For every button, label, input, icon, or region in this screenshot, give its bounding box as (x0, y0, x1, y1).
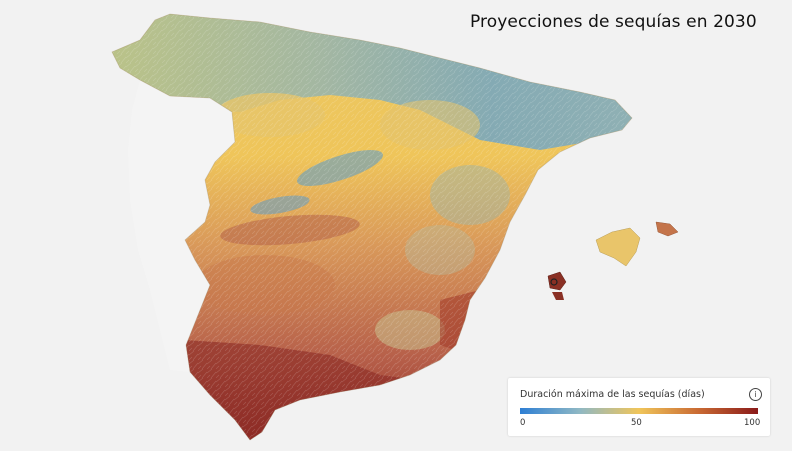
legend-color-bar (520, 408, 758, 414)
legend-tick-min: 0 (520, 418, 526, 428)
legend-title: Duración máxima de las sequías (días) (520, 389, 705, 400)
menorca-shape (655, 221, 679, 237)
mallorca-shape (595, 227, 641, 267)
info-icon[interactable]: i (749, 388, 762, 401)
ibiza-marker (550, 278, 558, 286)
legend: Duración máxima de las sequías (días) i … (508, 378, 770, 436)
portugal-shape (128, 80, 235, 372)
map-title: Proyecciones de sequías en 2030 (470, 12, 757, 32)
legend-tick-max: 100 (744, 418, 761, 428)
formentera-shape (552, 292, 564, 300)
legend-tick-mid: 50 (631, 418, 642, 428)
